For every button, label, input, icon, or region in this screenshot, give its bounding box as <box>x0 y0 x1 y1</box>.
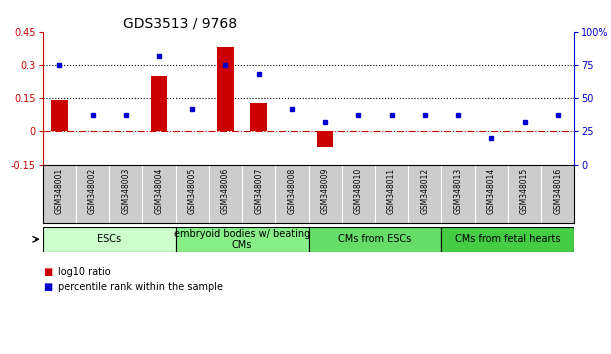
Text: GSM348010: GSM348010 <box>354 167 363 214</box>
Bar <box>441 227 574 252</box>
Text: GSM348001: GSM348001 <box>55 167 64 214</box>
Text: GSM348013: GSM348013 <box>453 167 463 214</box>
Text: GSM348014: GSM348014 <box>487 167 496 214</box>
Bar <box>51 101 68 131</box>
Text: GSM348008: GSM348008 <box>287 167 296 214</box>
Text: ■: ■ <box>43 282 52 292</box>
Text: GSM348005: GSM348005 <box>188 167 197 214</box>
Bar <box>309 227 441 252</box>
Text: CMs from ESCs: CMs from ESCs <box>338 234 412 244</box>
Text: GSM348007: GSM348007 <box>254 167 263 214</box>
Bar <box>251 103 267 131</box>
Text: GSM348004: GSM348004 <box>155 167 164 214</box>
Text: GSM348011: GSM348011 <box>387 167 396 214</box>
Text: GSM348015: GSM348015 <box>520 167 529 214</box>
Bar <box>176 227 309 252</box>
Text: log10 ratio: log10 ratio <box>58 267 111 276</box>
Text: ■: ■ <box>43 267 52 276</box>
Bar <box>217 47 234 131</box>
Text: GSM348003: GSM348003 <box>122 167 130 214</box>
Text: GSM348012: GSM348012 <box>420 167 430 214</box>
Bar <box>43 227 176 252</box>
Text: ESCs: ESCs <box>97 234 121 244</box>
Text: CMs from fetal hearts: CMs from fetal hearts <box>455 234 561 244</box>
Text: GSM348002: GSM348002 <box>88 167 97 214</box>
Text: GSM348006: GSM348006 <box>221 167 230 214</box>
Text: GDS3513 / 9768: GDS3513 / 9768 <box>122 17 236 31</box>
Text: GSM348016: GSM348016 <box>553 167 562 214</box>
Bar <box>317 131 334 147</box>
Bar <box>151 76 167 131</box>
Text: percentile rank within the sample: percentile rank within the sample <box>58 282 223 292</box>
Text: GSM348009: GSM348009 <box>321 167 330 214</box>
Text: embryoid bodies w/ beating
CMs: embryoid bodies w/ beating CMs <box>174 228 310 250</box>
